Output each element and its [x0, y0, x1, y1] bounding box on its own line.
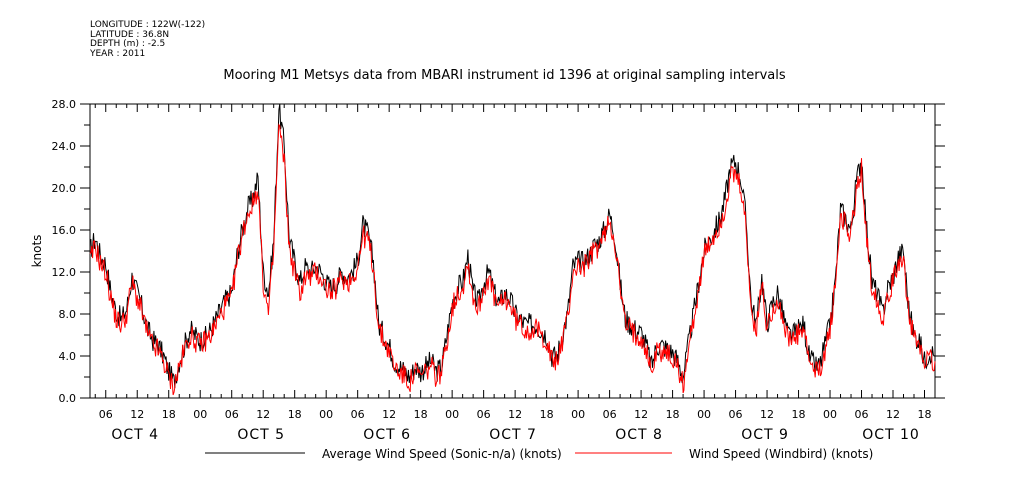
- x-hour-label: 00: [823, 408, 837, 421]
- x-hour-label: 00: [319, 408, 333, 421]
- meta-latitude: LATITUDE : 36.8N: [90, 29, 170, 40]
- meta-year: YEAR : 2011: [90, 48, 146, 59]
- legend-label: Wind Speed (Windbird) (knots): [689, 447, 873, 461]
- x-hour-label: 18: [540, 408, 554, 421]
- y-axis-label: knots: [30, 235, 44, 268]
- y-tick-label: 4.0: [59, 350, 77, 363]
- x-hour-label: 00: [697, 408, 711, 421]
- x-day-label: OCT 9: [741, 427, 789, 443]
- x-hour-label: 00: [571, 408, 585, 421]
- y-tick-label: 20.0: [52, 182, 77, 195]
- x-hour-label: 06: [225, 408, 239, 421]
- x-hour-label: 18: [162, 408, 176, 421]
- x-hour-label: 06: [603, 408, 617, 421]
- y-tick-label: 0.0: [59, 392, 77, 405]
- x-hour-label: 12: [508, 408, 522, 421]
- x-hour-label: 12: [760, 408, 774, 421]
- x-hour-label: 12: [886, 408, 900, 421]
- y-tick-label: 24.0: [52, 140, 77, 153]
- x-hour-label: 18: [918, 408, 932, 421]
- x-hour-label: 12: [634, 408, 648, 421]
- x-hour-label: 06: [729, 408, 743, 421]
- x-day-label: OCT 4: [111, 427, 159, 443]
- x-hour-label: 18: [792, 408, 806, 421]
- x-hour-label: 06: [855, 408, 869, 421]
- meta-longitude: LONGITUDE : 122W(-122): [90, 20, 206, 30]
- x-day-label: OCT 5: [237, 427, 285, 443]
- x-hour-label: 00: [193, 408, 207, 421]
- series-line-windbird: [89, 123, 936, 396]
- x-day-label: OCT 7: [489, 427, 537, 443]
- x-hour-label: 12: [256, 408, 270, 421]
- y-tick-label: 8.0: [59, 308, 77, 321]
- meta-depth: DEPTH (m) : -2.5: [90, 39, 166, 49]
- x-hour-label: 12: [382, 408, 396, 421]
- axes-layer: 0.0 4.0 8.0 12.0 16.0 20.0 24.0 28.0 knots 06 12 18…: [30, 98, 945, 443]
- y-tick-label: 16.0: [52, 224, 77, 237]
- x-hour-label: 18: [666, 408, 680, 421]
- y-tick-label: 28.0: [52, 98, 77, 111]
- legend: Average Wind Speed (Sonic-n/a) (knots) Wi…: [205, 447, 873, 461]
- x-hour-label: 00: [445, 408, 459, 421]
- series-layer: [89, 103, 936, 396]
- series-line-sonic: [89, 103, 935, 389]
- x-hour-label: 06: [99, 408, 113, 421]
- y-tick-label: 12.0: [52, 266, 77, 279]
- legend-label: Average Wind Speed (Sonic-n/a) (knots): [322, 447, 562, 461]
- chart-title: Mooring M1 Metsys data from MBARI instru…: [223, 68, 786, 83]
- x-hour-label: 18: [288, 408, 302, 421]
- x-hour-label: 06: [477, 408, 491, 421]
- x-day-label: OCT 8: [615, 427, 663, 443]
- x-hour-label: 18: [414, 408, 428, 421]
- x-day-label: OCT 10: [862, 427, 920, 443]
- metadata-block: LONGITUDE : 122W(-122) LATITUDE : 36.8N …: [90, 20, 206, 59]
- x-day-label: OCT 6: [363, 427, 411, 443]
- x-hour-label: 06: [351, 408, 365, 421]
- x-hour-label: 12: [130, 408, 144, 421]
